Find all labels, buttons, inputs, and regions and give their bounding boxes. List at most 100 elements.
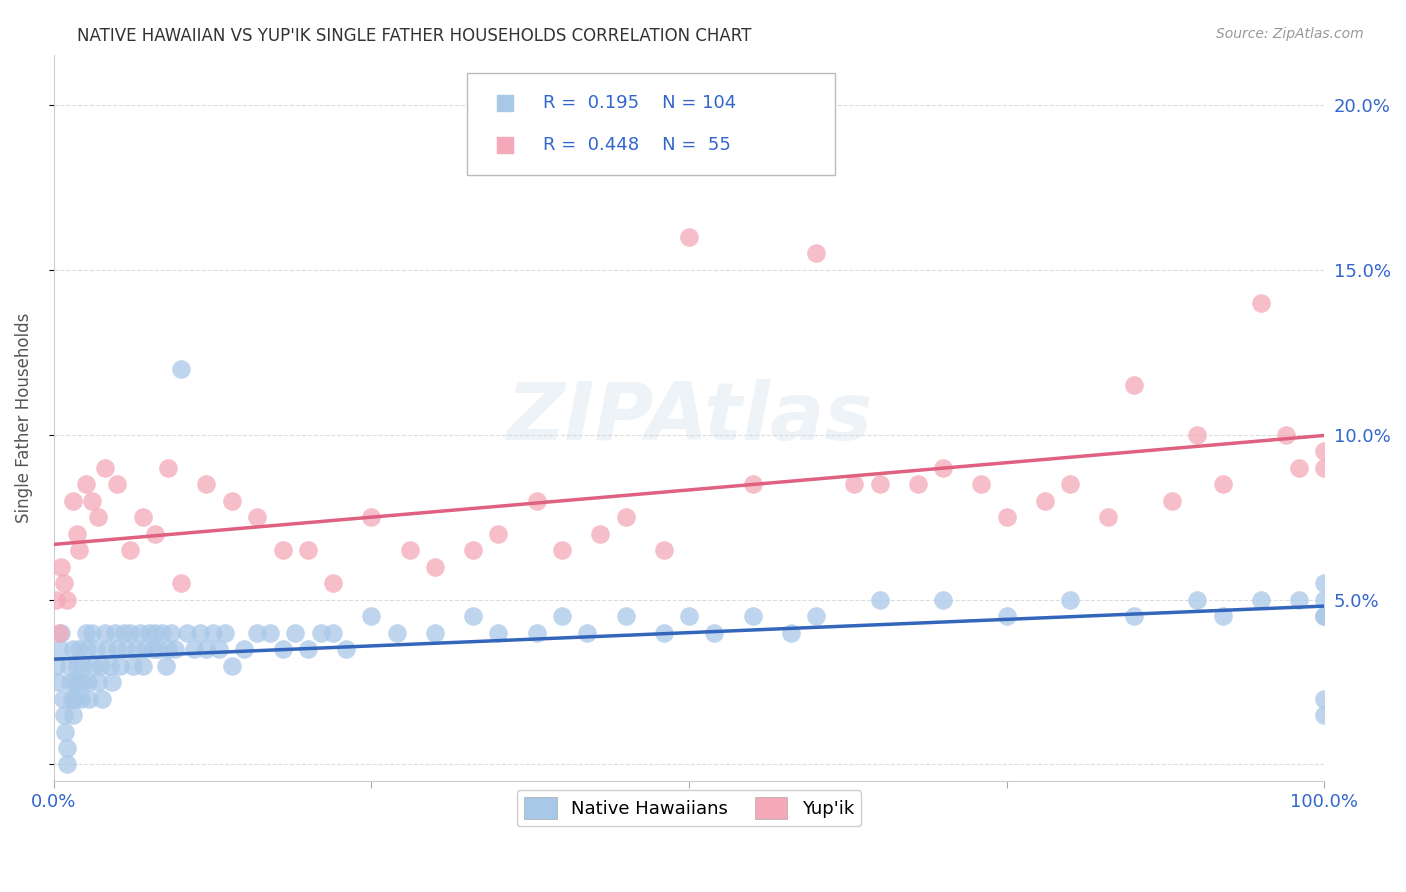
Point xyxy=(246,625,269,640)
Point xyxy=(398,543,420,558)
Point xyxy=(271,642,294,657)
Point xyxy=(214,625,236,640)
Y-axis label: Single Father Households: Single Father Households xyxy=(15,313,32,524)
Point xyxy=(233,642,256,657)
Point xyxy=(551,543,574,558)
Legend: Native Hawaiians, Yup'ik: Native Hawaiians, Yup'ik xyxy=(517,790,862,826)
Point xyxy=(589,526,612,541)
Point xyxy=(1288,460,1310,475)
Point xyxy=(120,625,142,640)
Point xyxy=(145,625,167,640)
Point xyxy=(51,625,73,640)
Point xyxy=(101,675,124,690)
Point xyxy=(652,543,675,558)
Point xyxy=(614,609,637,624)
Point xyxy=(98,658,121,673)
Point xyxy=(96,642,118,657)
Point xyxy=(145,526,167,541)
Point xyxy=(932,592,955,607)
Point xyxy=(1033,493,1056,508)
Point xyxy=(221,658,243,673)
Point xyxy=(55,757,77,772)
Point xyxy=(155,658,177,673)
Point xyxy=(995,510,1018,524)
Point xyxy=(195,642,218,657)
Point xyxy=(1212,609,1234,624)
Point xyxy=(53,576,76,591)
Point xyxy=(1187,427,1209,442)
Point xyxy=(62,708,84,723)
Point xyxy=(49,642,72,657)
Point xyxy=(322,576,344,591)
Point xyxy=(246,510,269,524)
Point xyxy=(108,658,131,673)
Text: R =  0.448    N =  55: R = 0.448 N = 55 xyxy=(543,136,731,153)
Point xyxy=(271,543,294,558)
Point xyxy=(142,642,165,657)
Point xyxy=(741,609,763,624)
Point xyxy=(779,625,801,640)
Point xyxy=(652,625,675,640)
Point xyxy=(995,609,1018,624)
Point xyxy=(360,609,382,624)
Point xyxy=(79,691,101,706)
Point xyxy=(70,675,93,690)
Point xyxy=(208,642,231,657)
Point xyxy=(201,625,224,640)
Point xyxy=(869,477,891,491)
Point xyxy=(488,625,510,640)
Point xyxy=(741,477,763,491)
Point xyxy=(82,658,104,673)
Point xyxy=(84,642,107,657)
Point xyxy=(488,526,510,541)
Point xyxy=(1313,708,1336,723)
Point xyxy=(55,592,77,607)
Point xyxy=(150,625,173,640)
Point xyxy=(335,642,357,657)
Point xyxy=(614,510,637,524)
Text: Source: ZipAtlas.com: Source: ZipAtlas.com xyxy=(1216,27,1364,41)
Point xyxy=(526,493,548,508)
Point xyxy=(188,625,211,640)
Point xyxy=(59,675,82,690)
Point xyxy=(129,625,152,640)
Point xyxy=(297,543,319,558)
Point xyxy=(159,625,181,640)
Point xyxy=(80,625,103,640)
Point xyxy=(576,625,599,640)
Point xyxy=(1097,510,1119,524)
Point xyxy=(1288,592,1310,607)
Point xyxy=(53,724,76,739)
Point xyxy=(804,246,827,260)
Point xyxy=(183,642,205,657)
Point xyxy=(423,559,446,574)
Point xyxy=(45,592,67,607)
Point xyxy=(53,708,76,723)
Point xyxy=(907,477,929,491)
Point xyxy=(60,691,83,706)
Point xyxy=(551,609,574,624)
Point xyxy=(844,477,866,491)
Point xyxy=(804,609,827,624)
Point xyxy=(526,625,548,640)
Point xyxy=(461,609,484,624)
Point xyxy=(138,625,160,640)
Point xyxy=(66,675,89,690)
Point xyxy=(72,658,94,673)
Point xyxy=(67,642,90,657)
Point xyxy=(67,543,90,558)
Point xyxy=(385,625,408,640)
Point xyxy=(134,642,156,657)
Point xyxy=(259,625,281,640)
Point xyxy=(932,460,955,475)
Point xyxy=(1313,609,1336,624)
Point xyxy=(970,477,993,491)
Point xyxy=(75,477,97,491)
Point xyxy=(132,658,155,673)
Point xyxy=(75,625,97,640)
Point xyxy=(55,741,77,756)
Point xyxy=(91,691,114,706)
Point xyxy=(104,625,127,640)
Point xyxy=(170,576,193,591)
Point xyxy=(121,658,143,673)
